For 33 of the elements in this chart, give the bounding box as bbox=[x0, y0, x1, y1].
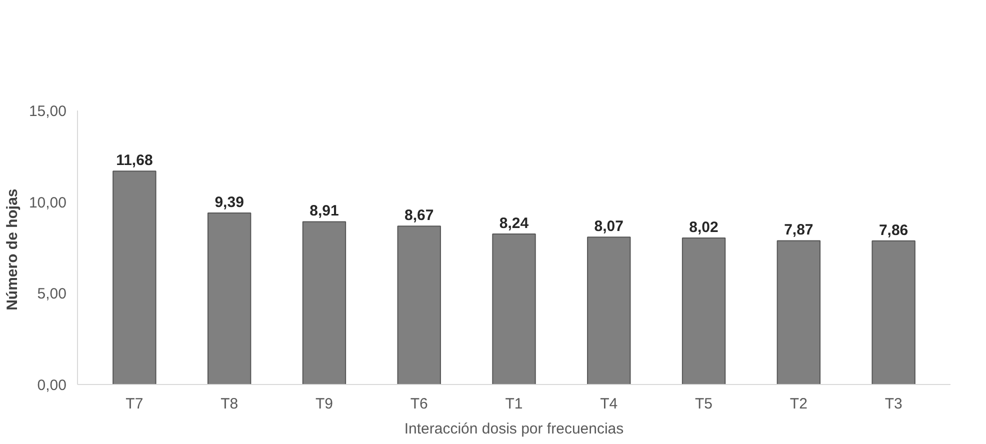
x-tick-label: T9 bbox=[315, 396, 333, 412]
data-label: 7,86 bbox=[878, 222, 908, 239]
bar bbox=[776, 240, 821, 384]
x-tick-label: T5 bbox=[695, 396, 713, 412]
x-tick-label: T3 bbox=[884, 396, 902, 412]
data-label: 8,24 bbox=[499, 214, 530, 232]
data-label: 11,68 bbox=[116, 152, 153, 170]
y-tick-label: 0,00 bbox=[37, 377, 67, 394]
bar bbox=[112, 170, 156, 384]
data-label: 8,07 bbox=[594, 218, 624, 236]
y-tick-label: 15,00 bbox=[28, 103, 67, 120]
data-label: 8,91 bbox=[310, 202, 339, 220]
y-tick-label: 5,00 bbox=[37, 286, 67, 303]
x-axis-title: Interacción dosis por frecuencias bbox=[404, 420, 624, 438]
bar bbox=[397, 226, 441, 384]
bar bbox=[492, 233, 536, 384]
x-tick-label: T6 bbox=[410, 396, 428, 412]
x-tick-label: T4 bbox=[600, 396, 618, 412]
data-label: 8,67 bbox=[404, 207, 434, 224]
bar bbox=[872, 240, 916, 384]
x-tick-label: T8 bbox=[220, 396, 238, 412]
x-tick-label: T7 bbox=[126, 396, 144, 412]
x-tick-label: T2 bbox=[790, 396, 808, 412]
x-tick-label: T1 bbox=[505, 396, 523, 412]
y-axis-title: Número de hojas bbox=[4, 188, 21, 310]
y-tick-label: 10,00 bbox=[28, 194, 67, 212]
bar bbox=[682, 238, 726, 384]
data-label: 7,87 bbox=[784, 222, 814, 239]
data-label: 8,02 bbox=[689, 219, 718, 236]
bar bbox=[302, 221, 346, 384]
bar bbox=[207, 212, 252, 384]
data-label: 9,39 bbox=[214, 194, 244, 211]
bar bbox=[587, 236, 631, 384]
